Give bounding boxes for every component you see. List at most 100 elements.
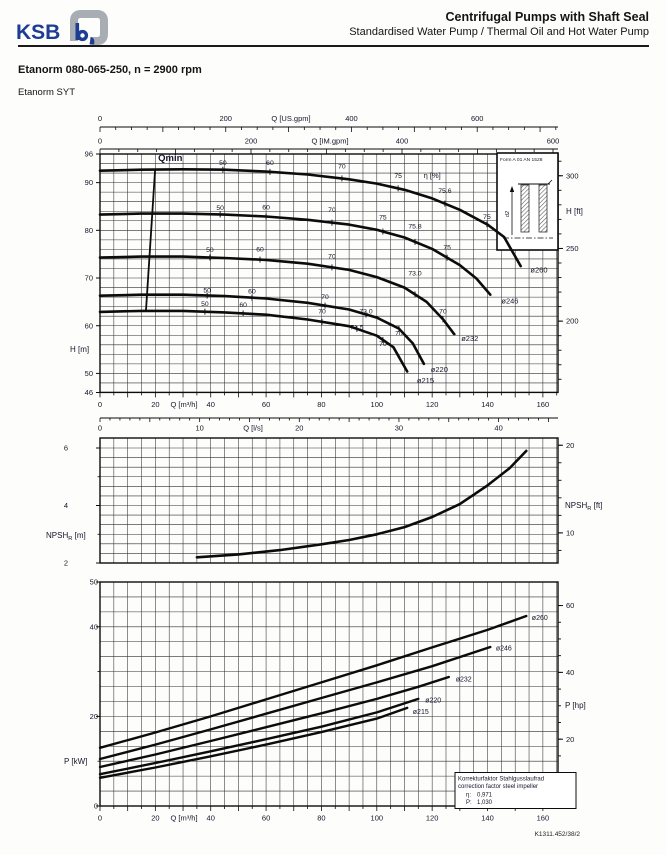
svg-text:400: 400 <box>345 114 358 123</box>
svg-text:60: 60 <box>266 160 274 167</box>
svg-text:60: 60 <box>262 400 270 409</box>
svg-text:60: 60 <box>262 204 270 211</box>
svg-text:80: 80 <box>85 226 93 235</box>
svg-text:Form A 01 AN 1528: Form A 01 AN 1528 <box>500 157 543 163</box>
svg-text:10: 10 <box>195 424 203 433</box>
svg-text:0: 0 <box>98 114 102 123</box>
svg-text:2: 2 <box>64 559 68 568</box>
svg-text:75.8: 75.8 <box>408 224 421 231</box>
svg-text:70: 70 <box>328 207 336 214</box>
ksb-wordmark: KSB <box>16 21 60 44</box>
svg-text:ø220: ø220 <box>431 365 448 374</box>
svg-text:300: 300 <box>566 171 579 180</box>
svg-text:250: 250 <box>566 244 579 253</box>
svg-text:ø232: ø232 <box>461 334 478 343</box>
svg-text:40: 40 <box>207 400 215 409</box>
svg-text:400: 400 <box>396 137 409 146</box>
svg-text:70: 70 <box>439 308 447 315</box>
svg-text:50: 50 <box>203 287 211 294</box>
svg-text:6: 6 <box>64 444 68 453</box>
svg-text:P [kW]: P [kW] <box>64 757 87 766</box>
svg-text:200: 200 <box>245 137 258 146</box>
svg-text:75.6: 75.6 <box>438 188 451 195</box>
svg-text:60: 60 <box>248 288 256 295</box>
svg-text:40: 40 <box>207 814 215 823</box>
svg-text:20: 20 <box>566 735 574 744</box>
svg-text:73.0: 73.0 <box>408 271 421 278</box>
svg-text:60: 60 <box>85 321 93 330</box>
svg-text:Q [m³/h]: Q [m³/h] <box>170 400 197 409</box>
doc-subtitle: Standardised Water Pump / Thermal Oil an… <box>349 26 649 38</box>
svg-text:40: 40 <box>566 668 574 677</box>
svg-text:50: 50 <box>90 578 98 587</box>
svg-text:0,971: 0,971 <box>477 793 493 799</box>
svg-text:75: 75 <box>379 214 387 221</box>
svg-text:120: 120 <box>426 400 439 409</box>
svg-text:140: 140 <box>481 814 494 823</box>
svg-text:NPSHR [m]: NPSHR [m] <box>46 531 86 542</box>
svg-text:correction factor steel impell: correction factor steel impeller <box>458 784 538 790</box>
svg-text:100: 100 <box>371 400 384 409</box>
svg-text:600: 600 <box>471 114 484 123</box>
svg-text:200: 200 <box>219 114 232 123</box>
svg-text:70: 70 <box>321 294 329 301</box>
svg-text:70: 70 <box>328 254 336 261</box>
svg-text:Q [US.gpm]: Q [US.gpm] <box>271 114 310 123</box>
svg-text:0: 0 <box>98 400 102 409</box>
svg-text:50: 50 <box>216 205 224 212</box>
svg-text:4: 4 <box>64 501 68 510</box>
svg-text:η:: η: <box>466 793 471 799</box>
svg-text:70: 70 <box>338 163 346 170</box>
document-number: K1311.452/38/2 <box>534 831 580 838</box>
svg-text:1,030: 1,030 <box>477 800 493 806</box>
svg-text:60: 60 <box>256 246 264 253</box>
svg-text:160: 160 <box>537 814 550 823</box>
svg-text:20: 20 <box>90 712 98 721</box>
svg-text:600: 600 <box>547 137 560 146</box>
svg-text:20: 20 <box>295 424 303 433</box>
svg-text:30: 30 <box>395 424 403 433</box>
svg-text:72.0: 72.0 <box>359 308 372 315</box>
svg-text:ø232: ø232 <box>456 677 472 684</box>
doc-title: Centrifugal Pumps with Shaft Seal <box>445 10 650 24</box>
svg-text:d2: d2 <box>505 211 511 217</box>
svg-text:Qmin: Qmin <box>158 153 182 164</box>
svg-text:46: 46 <box>85 388 93 397</box>
svg-text:50: 50 <box>201 301 209 308</box>
svg-text:60: 60 <box>566 601 574 610</box>
svg-text:ø220: ø220 <box>425 697 441 704</box>
svg-text:40: 40 <box>494 424 502 433</box>
svg-text:20: 20 <box>566 441 574 450</box>
svg-text:200: 200 <box>566 317 579 326</box>
svg-text:Q [l/s]: Q [l/s] <box>243 424 263 433</box>
svg-text:50: 50 <box>206 247 214 254</box>
svg-text:140: 140 <box>481 400 494 409</box>
svg-text:70: 70 <box>318 308 326 315</box>
svg-text:20: 20 <box>151 400 159 409</box>
svg-text:ø260: ø260 <box>530 265 547 274</box>
svg-text:Q [m³/h]: Q [m³/h] <box>170 814 197 823</box>
svg-text:ø246: ø246 <box>496 645 512 652</box>
svg-text:P:: P: <box>466 800 472 806</box>
svg-text:60: 60 <box>262 814 270 823</box>
svg-text:100: 100 <box>371 814 384 823</box>
svg-text:ø260: ø260 <box>532 615 548 622</box>
svg-text:0: 0 <box>98 137 102 146</box>
svg-text:71.5: 71.5 <box>350 325 363 332</box>
svg-text:120: 120 <box>426 814 439 823</box>
svg-text:80: 80 <box>317 814 325 823</box>
svg-text:80: 80 <box>317 400 325 409</box>
svg-text:Q [IM.gpm]: Q [IM.gpm] <box>311 137 348 146</box>
ksb-logo: KSB <box>16 8 112 53</box>
svg-text:Korrekturfaktor Stahlgusslaufr: Korrekturfaktor Stahlgusslaufrad <box>458 777 544 783</box>
svg-text:160: 160 <box>537 400 550 409</box>
svg-text:20: 20 <box>151 814 159 823</box>
svg-text:75: 75 <box>394 173 402 180</box>
svg-text:60: 60 <box>239 302 247 309</box>
svg-text:50: 50 <box>219 160 227 167</box>
svg-text:70: 70 <box>379 341 387 348</box>
pump-model-title: Etanorm 080-065-250, n = 2900 rpm <box>18 64 202 76</box>
svg-text:NPSHR [ft]: NPSHR [ft] <box>565 501 603 512</box>
